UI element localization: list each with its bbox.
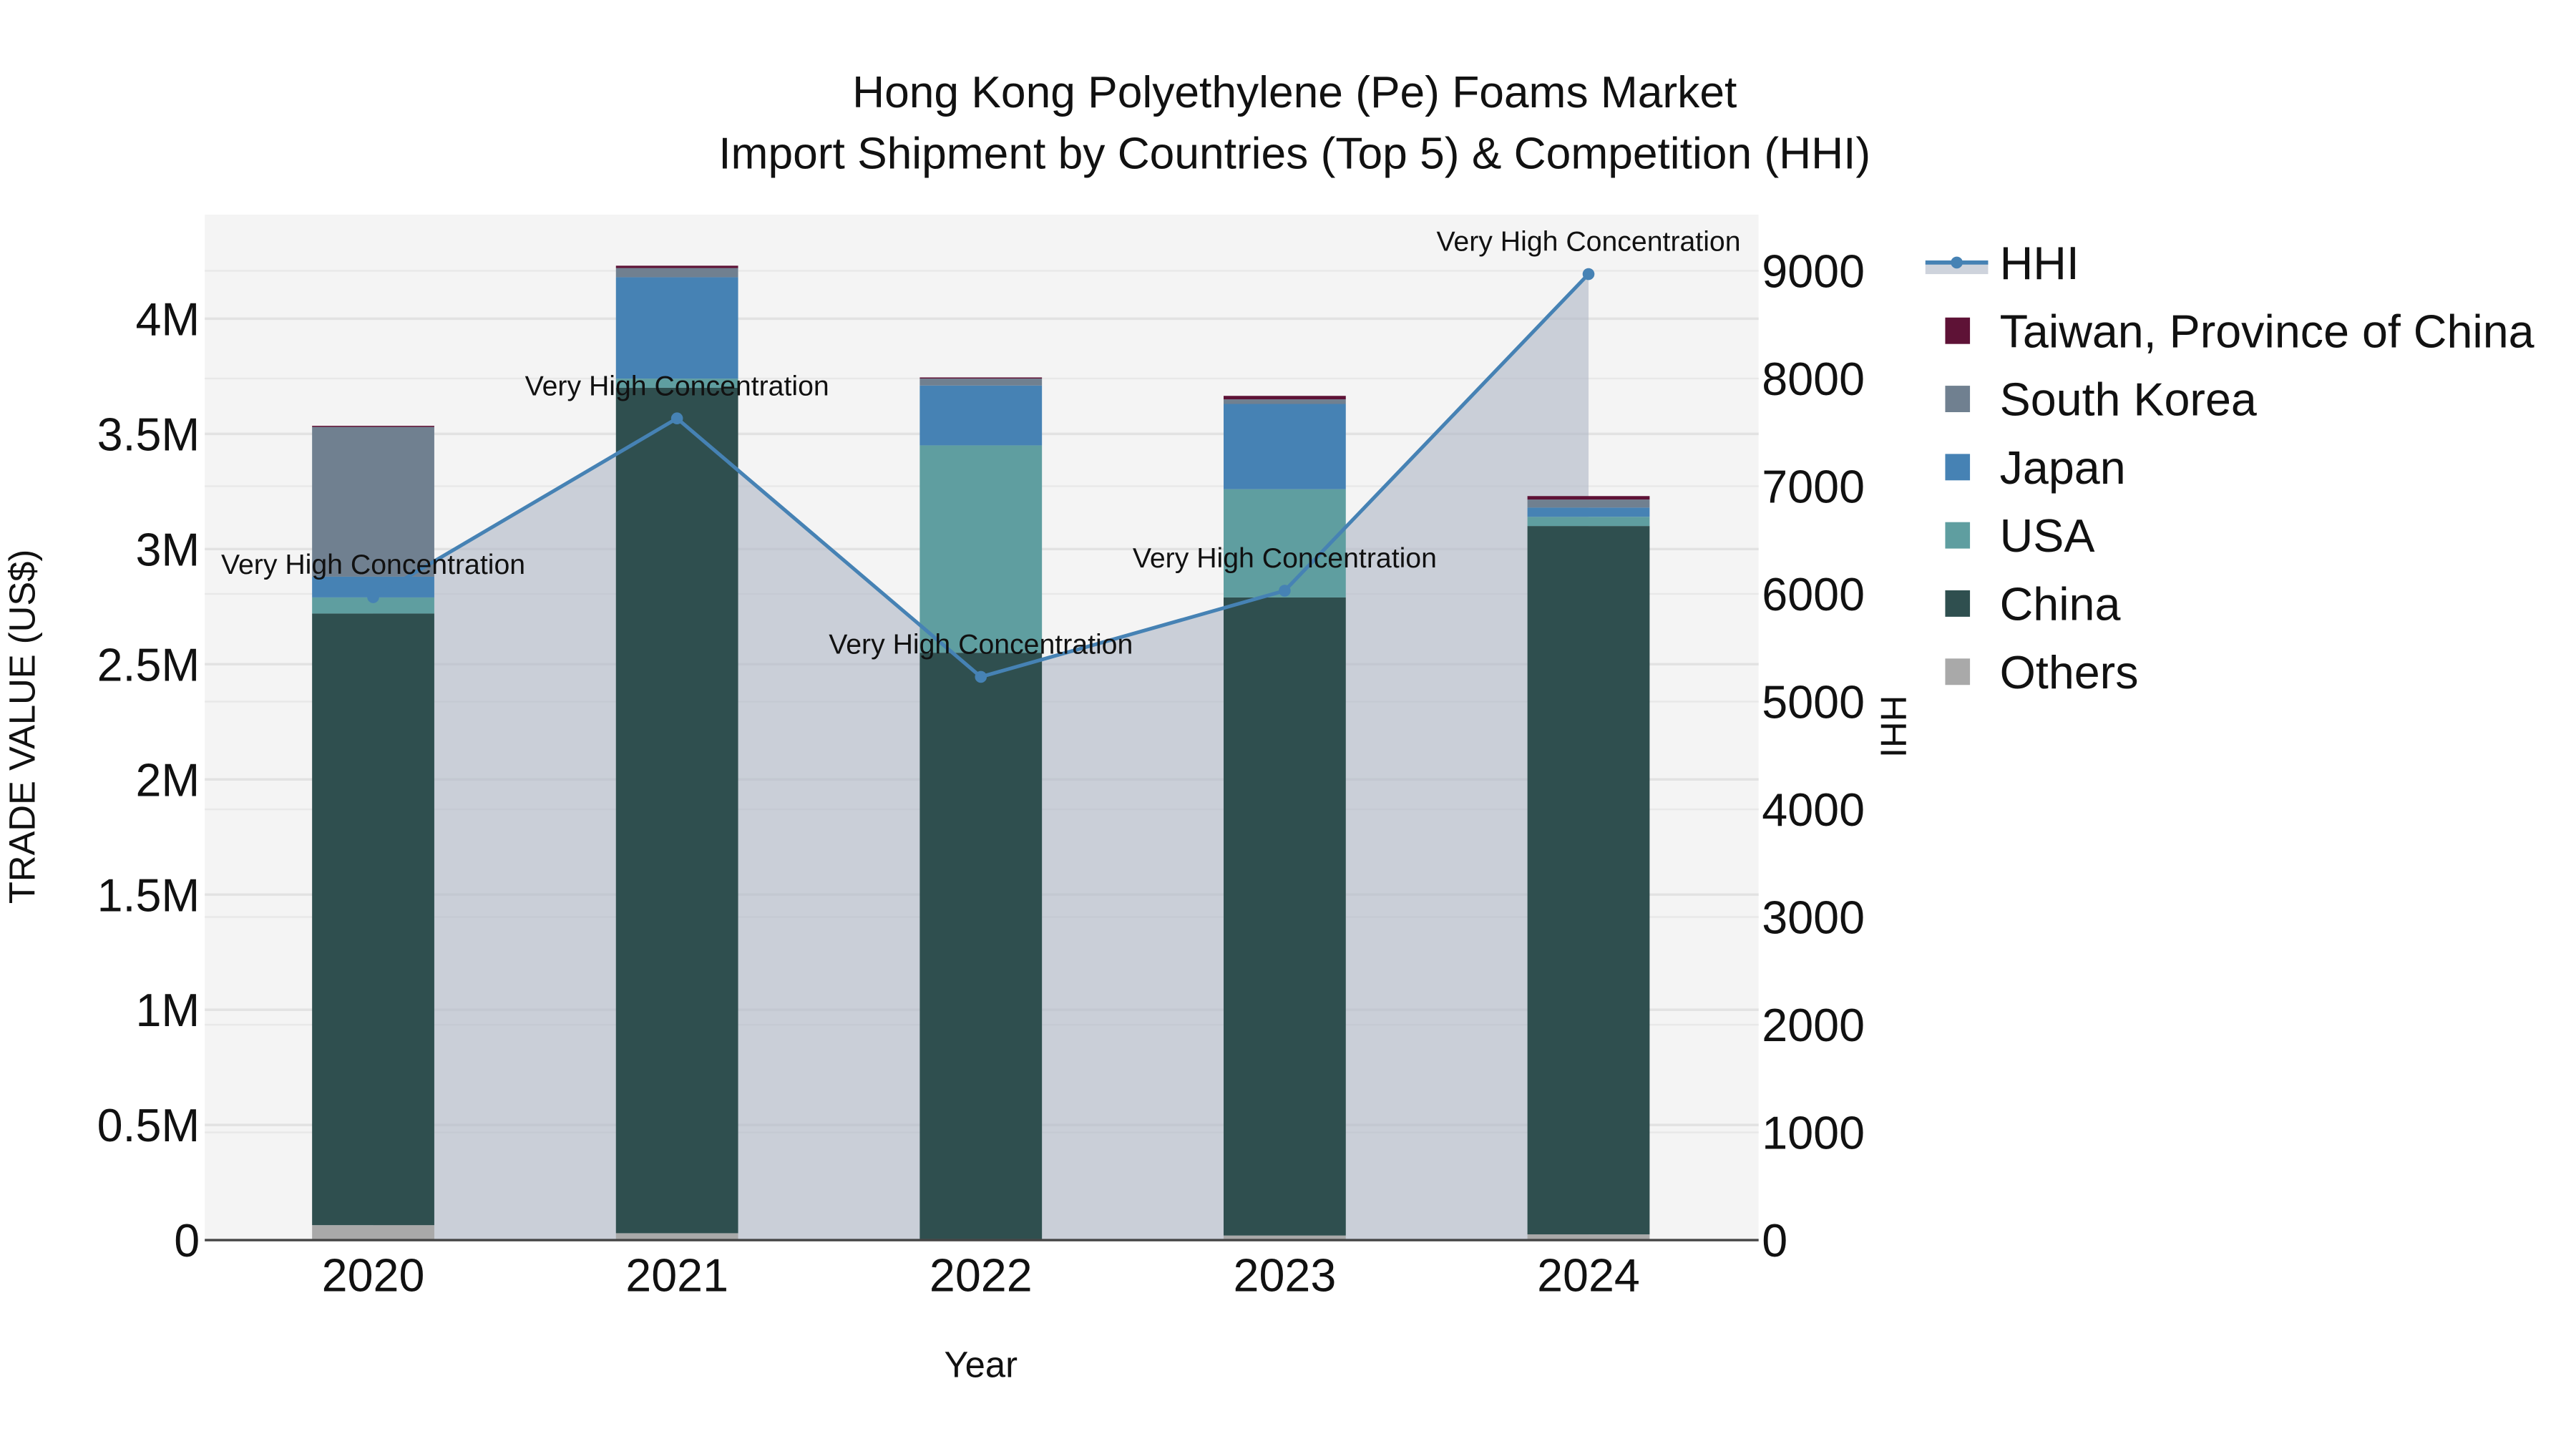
bar-segment-china-2024[interactable] — [1527, 526, 1650, 1235]
bar-segment-china-2021[interactable] — [615, 387, 738, 1234]
legend-swatch-icon — [1945, 658, 1971, 686]
legend-item-taiwan-province-of-china[interactable]: Taiwan, Province of China — [1945, 306, 2534, 357]
legend-item-others[interactable]: Others — [1945, 647, 2139, 698]
y-right-tick-label: 4000 — [1762, 784, 1865, 836]
bar-segment-taiwan-province-of-china-2020[interactable] — [312, 426, 434, 427]
legend-swatch-icon — [1945, 454, 1971, 481]
chart-title-line1: Hong Kong Polyethylene (Pe) Foams Market — [852, 68, 1737, 117]
y-right-ticks: 0 1000 2000 3000 4000 5000 6000 7000 8000 9000 — [1762, 246, 1865, 1267]
legend-swatch-icon — [1945, 317, 1971, 344]
bar-segment-taiwan-province-of-china-2022[interactable] — [919, 377, 1043, 379]
y-left-tick-label: 1M — [135, 985, 200, 1036]
legend-label: Japan — [2000, 442, 2126, 494]
bar-segment-south-korea-2022[interactable] — [919, 379, 1043, 386]
y-right-tick-label: 6000 — [1762, 569, 1865, 620]
hhi-annotation-2023: Very High Concentration — [1133, 542, 1437, 574]
legend-item-usa[interactable]: USA — [1945, 510, 2094, 562]
x-ticks: 2020 2021 2022 2023 2024 — [322, 1250, 1640, 1302]
y-left-tick-label: 2M — [135, 754, 200, 806]
bar-segment-china-2020[interactable] — [312, 613, 434, 1226]
hhi-marker-2022[interactable] — [975, 670, 987, 683]
legend: HHI Taiwan, Province of China South Korea J… — [1925, 238, 2534, 698]
x-tick-label-2021: 2021 — [625, 1250, 728, 1302]
x-tick-label-2024: 2024 — [1537, 1250, 1640, 1302]
legend-label: USA — [2000, 510, 2095, 562]
y-right-tick-label: 2000 — [1762, 1000, 1865, 1051]
bar-segment-south-korea-2024[interactable] — [1527, 499, 1650, 508]
hhi-line — [367, 268, 1595, 683]
x-tick-label-2022: 2022 — [930, 1250, 1033, 1302]
legend-label: China — [2000, 579, 2121, 630]
bar-segment-japan-2022[interactable] — [919, 385, 1043, 446]
y-right-tick-label: 8000 — [1762, 353, 1865, 405]
x-axis-title: Year — [944, 1345, 1018, 1385]
x-tick-label-2023: 2023 — [1234, 1250, 1337, 1302]
bar-segment-china-2022[interactable] — [919, 653, 1043, 1239]
y-right-tick-label: 7000 — [1762, 462, 1865, 513]
legend-swatch-icon — [1945, 386, 1971, 412]
bar-segment-japan-2023[interactable] — [1224, 404, 1346, 489]
bar-segment-others-2020[interactable] — [312, 1225, 434, 1241]
legend-item-china[interactable]: China — [1945, 579, 2120, 630]
stacked-bars — [312, 265, 1650, 1241]
hhi-annotation-2022: Very High Concentration — [829, 629, 1133, 660]
hhi-marker-2023[interactable] — [1279, 585, 1291, 597]
legend-swatch-icon — [1945, 590, 1971, 617]
y-left-tick-label: 1.5M — [97, 869, 200, 921]
hhi-annotation-2020: Very High Concentration — [221, 549, 525, 580]
legend-label: Others — [2000, 647, 2139, 698]
bar-segment-south-korea-2021[interactable] — [615, 268, 738, 278]
y-left-tick-label: 0.5M — [97, 1100, 200, 1151]
y-right-tick-label: 5000 — [1762, 677, 1865, 728]
bar-segment-taiwan-province-of-china-2021[interactable] — [615, 265, 738, 268]
legend-label: HHI — [2000, 238, 2079, 289]
y-left-tick-label: 0 — [174, 1215, 200, 1267]
bar-segment-usa-2020[interactable] — [312, 597, 434, 614]
hhi-annotation-2021: Very High Concentration — [525, 370, 829, 401]
bar-segment-usa-2023[interactable] — [1224, 489, 1346, 597]
y-right-axis-title: HHI — [1873, 696, 1913, 758]
hhi-annotation-2024: Very High Concentration — [1436, 226, 1740, 258]
chart-title-line2: Import Shipment by Countries (Top 5) & C… — [718, 129, 1870, 178]
bar-segment-usa-2022[interactable] — [919, 445, 1043, 653]
bar-segment-china-2023[interactable] — [1224, 597, 1346, 1236]
bar-segment-others-2021[interactable] — [615, 1233, 738, 1241]
legend-marker-icon — [1951, 256, 1963, 269]
y-left-tick-label: 4M — [135, 293, 200, 345]
legend-item-hhi[interactable]: HHI — [1925, 238, 2079, 289]
bar-segment-taiwan-province-of-china-2023[interactable] — [1224, 396, 1346, 400]
legend-label: Taiwan, Province of China — [2000, 306, 2534, 357]
y-left-ticks: 0 0.5M 1M 1.5M 2M 2.5M 3M 3.5M 4M — [97, 293, 200, 1267]
hhi-marker-2020[interactable] — [367, 591, 379, 603]
x-tick-label-2020: 2020 — [322, 1250, 425, 1302]
bar-segment-japan-2021[interactable] — [615, 277, 738, 379]
y-right-tick-label: 0 — [1762, 1215, 1787, 1267]
legend-swatch-icon — [1945, 522, 1971, 549]
y-right-tick-label: 3000 — [1762, 892, 1865, 944]
y-left-axis-title: TRADE VALUE (US$) — [1, 550, 42, 904]
bar-segment-usa-2024[interactable] — [1527, 517, 1650, 527]
y-right-tick-label: 9000 — [1762, 246, 1865, 298]
legend-label: South Korea — [2000, 374, 2257, 426]
hhi-marker-2024[interactable] — [1582, 268, 1595, 280]
y-left-tick-label: 2.5M — [97, 639, 200, 691]
hhi-marker-2021[interactable] — [670, 412, 683, 425]
bar-segment-taiwan-province-of-china-2024[interactable] — [1527, 496, 1650, 500]
bar-segment-south-korea-2020[interactable] — [312, 426, 434, 577]
y-right-tick-label: 1000 — [1762, 1108, 1865, 1159]
bar-segment-japan-2024[interactable] — [1527, 507, 1650, 517]
bar-segment-usa-2021[interactable] — [615, 379, 738, 388]
hhi-annotations: Very High Concentration Very High Concent… — [221, 226, 1741, 660]
bar-segment-others-2023[interactable] — [1224, 1235, 1346, 1241]
y-left-tick-label: 3M — [135, 524, 200, 575]
legend-item-japan[interactable]: Japan — [1945, 442, 2126, 494]
legend-item-south-korea[interactable]: South Korea — [1945, 374, 2257, 426]
bar-segment-south-korea-2023[interactable] — [1224, 399, 1346, 404]
bar-segment-others-2024[interactable] — [1527, 1234, 1650, 1241]
y-left-tick-label: 3.5M — [97, 409, 200, 460]
